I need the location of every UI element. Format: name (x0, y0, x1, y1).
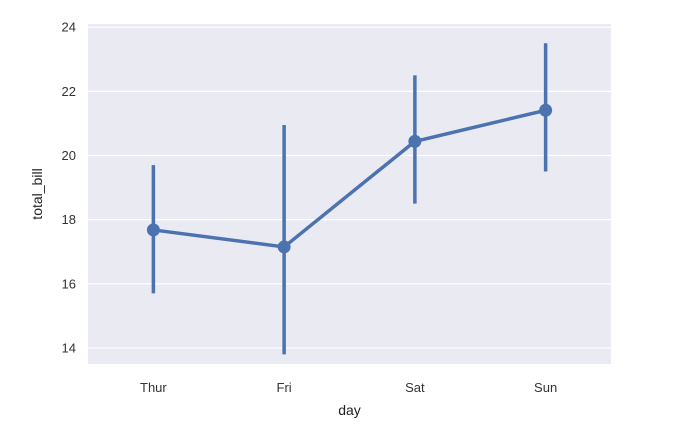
y-tick-label: 14 (62, 340, 76, 355)
y-tick-label: 20 (62, 148, 76, 163)
grid-lines (88, 26, 611, 349)
y-tick-label: 18 (62, 212, 76, 227)
data-point (146, 223, 160, 237)
y-tick-label: 16 (62, 276, 76, 291)
x-tick-label: Fri (277, 380, 292, 395)
y-tick-label: 22 (62, 84, 76, 99)
y-tick-labels: 14 16 18 20 22 24 (62, 20, 76, 356)
y-axis-label: total_bill (29, 168, 45, 219)
data-points (146, 103, 553, 254)
series-line (153, 108, 547, 249)
data-point (408, 134, 422, 148)
x-tick-label: Sat (405, 380, 425, 395)
data-point (277, 240, 291, 254)
x-tick-label: Thur (140, 380, 167, 395)
x-tick-label: Sun (534, 380, 557, 395)
x-tick-labels: Thur Fri Sat Sun (140, 380, 557, 395)
data-point (539, 103, 553, 117)
x-axis-label: day (338, 402, 361, 418)
y-tick-label: 24 (62, 20, 76, 35)
